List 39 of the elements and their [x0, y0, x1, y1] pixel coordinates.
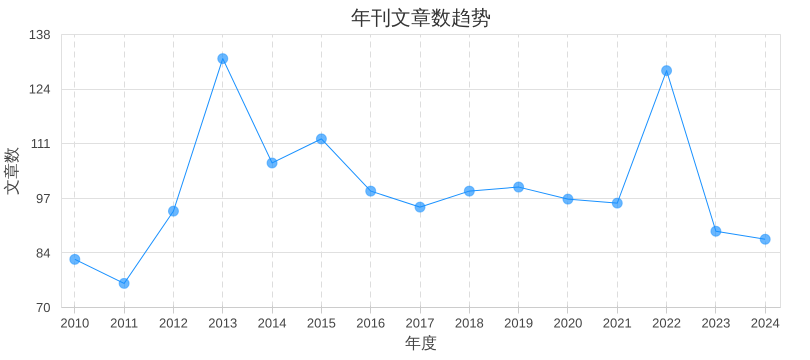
point	[69, 254, 80, 265]
point	[760, 234, 771, 245]
point	[168, 206, 179, 217]
x-axis-title: 年度	[405, 334, 437, 352]
x-tick-label: 2017	[406, 316, 434, 330]
point	[414, 202, 426, 213]
x-tick-label: 2016	[356, 316, 386, 330]
x-tick-label: 2011	[110, 316, 138, 330]
x-tick-label: 2010	[60, 316, 90, 330]
point	[464, 186, 475, 197]
x-tick-label: 2015	[306, 316, 336, 330]
x-tick-label: 2012	[158, 316, 188, 330]
point	[266, 157, 278, 168]
point	[562, 194, 574, 205]
x-tick-label: 2019	[504, 316, 534, 330]
point	[217, 53, 228, 64]
point	[513, 182, 524, 193]
y-axis-title: 文章数	[2, 147, 21, 195]
point	[661, 65, 672, 76]
y-tick-label: 111	[30, 136, 51, 152]
x-tick-label: 2024	[750, 316, 780, 330]
x-tick-label: 2022	[652, 316, 682, 330]
x-tick-label: 2018	[454, 316, 484, 330]
y-tick-label: 124	[28, 82, 51, 97]
x-tick-label: 2020	[553, 316, 582, 330]
y-tick-label: 84	[36, 245, 51, 260]
point	[365, 186, 376, 197]
point	[316, 133, 327, 144]
point	[710, 226, 722, 237]
x-tick-label: 2014	[258, 316, 287, 330]
y-tick-label: 138	[28, 27, 51, 42]
point	[612, 198, 623, 209]
y-tick-label: 97	[36, 190, 51, 206]
y-tick-label: 70	[36, 300, 51, 315]
x-tick-label: 2021	[602, 316, 632, 330]
x-tick-label: 2013	[208, 316, 238, 330]
point	[118, 278, 130, 289]
x-tick-label: 2023	[701, 316, 730, 330]
chart-title: 年刊文章数趋势	[351, 8, 491, 30]
